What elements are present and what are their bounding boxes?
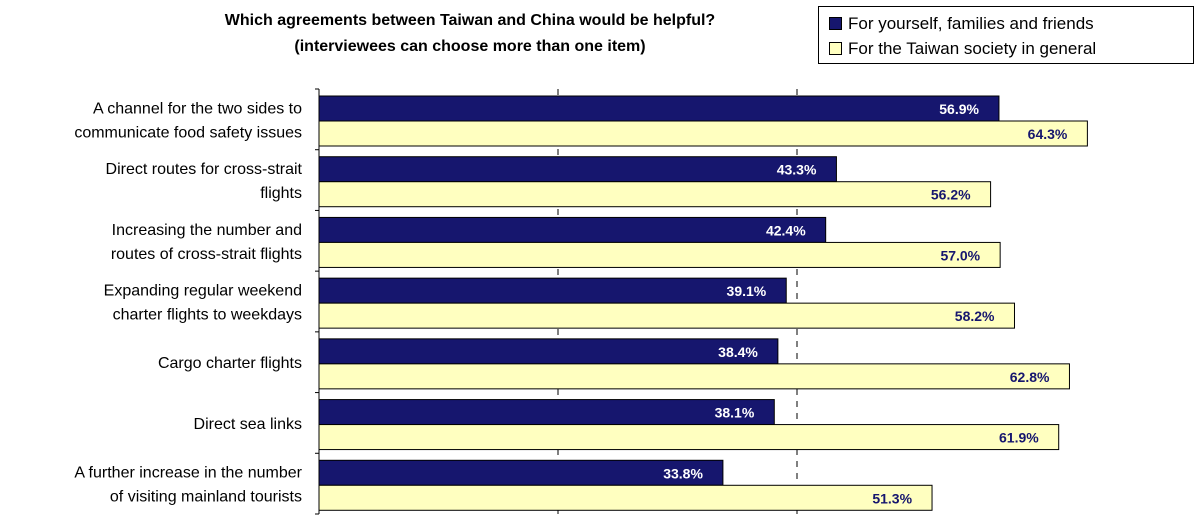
chart-title-line-2: (interviewees can choose more than one i…: [294, 38, 646, 55]
category-label-3-1: charter flights to weekdays: [113, 307, 302, 324]
bar-s1-5: [318, 424, 1060, 451]
bar-s0-5: [318, 399, 775, 426]
data-label-s0-6: 33.8%: [663, 465, 703, 481]
category-label-4-0: Cargo charter flights: [158, 355, 302, 372]
bar-s0-1: [318, 156, 837, 183]
chart-title-line-1: Which agreements between Taiwan and Chin…: [224, 12, 716, 29]
category-label-2-1: routes of cross-strait flights: [111, 246, 302, 263]
data-label-s1-5: 61.9%: [999, 430, 1039, 446]
bar-s1-3: [318, 302, 1015, 329]
chart-title: Which agreements between Taiwan and Chin…: [130, 8, 810, 60]
bar-s1-6: [318, 484, 933, 511]
legend-swatch-society: [829, 42, 842, 55]
data-label-s1-4: 62.8%: [1010, 369, 1050, 385]
category-label-5-0: Direct sea links: [194, 416, 302, 433]
category-label-3-0: Expanding regular weekend: [104, 283, 302, 300]
data-label-s1-0: 64.3%: [1028, 126, 1068, 142]
bar-s0-2: [318, 216, 827, 243]
data-label-s0-5: 38.1%: [715, 405, 755, 421]
category-label-0-1: communicate food safety issues: [74, 124, 302, 141]
bar-s0-6: [318, 459, 724, 486]
legend-item-yourself: For yourself, families and friends: [829, 11, 1193, 36]
category-label-1-1: flights: [260, 185, 302, 202]
data-label-s0-4: 38.4%: [718, 344, 758, 360]
category-label-6-0: A further increase in the number: [74, 465, 302, 482]
data-label-s0-2: 42.4%: [766, 222, 806, 238]
data-label-s0-1: 43.3%: [777, 162, 817, 178]
bar-s1-0: [318, 120, 1088, 147]
legend-swatch-yourself: [829, 17, 842, 30]
legend: For yourself, families and friends For t…: [818, 6, 1194, 64]
legend-label-society: For the Taiwan society in general: [848, 38, 1097, 58]
category-label-2-0: Increasing the number and: [112, 222, 302, 239]
bar-s0-4: [318, 338, 779, 365]
category-label-0-0: A channel for the two sides to: [93, 100, 302, 117]
data-label-s1-2: 57.0%: [940, 247, 980, 263]
data-label-s1-6: 51.3%: [872, 490, 912, 506]
bar-s1-1: [318, 181, 992, 208]
data-label-s1-3: 58.2%: [955, 308, 995, 324]
legend-label-yourself: For yourself, families and friends: [848, 13, 1094, 33]
data-label-s0-0: 56.9%: [939, 101, 979, 117]
data-label-s0-3: 39.1%: [727, 283, 767, 299]
data-label-s1-1: 56.2%: [931, 187, 971, 203]
category-label-6-1: of visiting mainland tourists: [110, 489, 302, 506]
bar-s1-2: [318, 241, 1001, 268]
bar-s0-0: [318, 95, 1000, 122]
bar-s1-4: [318, 363, 1070, 390]
bar-s0-3: [318, 277, 787, 304]
legend-item-society: For the Taiwan society in general: [829, 36, 1193, 61]
category-label-1-0: Direct routes for cross-strait: [106, 161, 303, 178]
